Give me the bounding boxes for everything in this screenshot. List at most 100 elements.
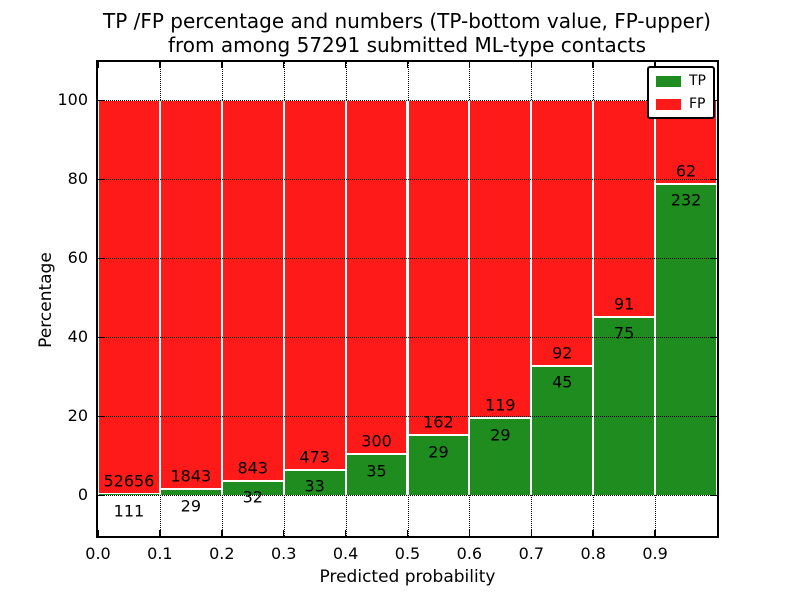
y-axis-label: Percentage	[36, 252, 56, 348]
x-tick-mark	[344, 530, 347, 536]
gridline-y	[98, 179, 717, 181]
bar-label-fp: 162	[423, 412, 454, 432]
bar-segment-fp	[593, 100, 656, 317]
x-tick-label: 0.1	[147, 544, 173, 563]
y-tick-mark	[98, 336, 104, 339]
legend: TP FP	[647, 66, 715, 119]
bar-label-fp: 91	[613, 294, 635, 314]
bar-label-fp: 92	[552, 343, 573, 363]
bar-label-tp: 32	[242, 487, 263, 507]
x-tick-mark	[221, 62, 223, 68]
y-tick-label: 60	[67, 248, 88, 268]
y-tick-mark	[98, 494, 104, 497]
x-tick-mark	[159, 530, 161, 536]
x-tick-label: 0.5	[394, 544, 421, 563]
x-tick-mark	[159, 62, 161, 68]
bar-segment-tp	[469, 417, 532, 496]
x-tick-label: 0.3	[270, 544, 297, 563]
y-tick-label: 20	[67, 406, 88, 426]
x-tick-mark	[221, 530, 223, 536]
x-tick-label: 0.0	[85, 544, 111, 563]
gridline-y	[98, 416, 717, 418]
x-tick-label: 0.9	[642, 544, 668, 563]
x-tick-label: 0.2	[209, 544, 235, 563]
plot-area: 52656 111 1843 29 843 32 473 33 300 35 162 29 119 29 9…	[57, 60, 719, 563]
bar-segment-fp	[98, 100, 160, 495]
bar-segment-tp	[593, 316, 656, 496]
x-tick-mark	[530, 62, 533, 68]
chart-title-line1: TP /FP percentage and numbers (TP-bottom…	[103, 9, 711, 33]
y-tick-label: 80	[67, 169, 88, 189]
bar-segment-fp	[345, 100, 408, 455]
x-tick-label: 0.6	[456, 544, 483, 563]
bar-segment-fp	[531, 100, 594, 366]
x-tick-mark	[530, 530, 533, 536]
bar-segment-fp	[283, 100, 346, 470]
bar-label-tp: 35	[366, 461, 387, 481]
bar-label-fp: 473	[299, 447, 330, 467]
x-axis-label: Predicted probability	[319, 567, 496, 587]
chart-title: TP /FP percentage and numbers (TP-bottom…	[60, 9, 754, 57]
y-tick-mark	[711, 178, 717, 181]
y-tick-label: 40	[67, 327, 88, 347]
x-tick-mark	[468, 530, 471, 536]
y-tick-mark	[711, 336, 717, 339]
x-tick-mark	[592, 530, 594, 536]
y-tick-label: 100	[57, 90, 88, 110]
bar-label-fp: 62	[675, 161, 697, 181]
gridline-y	[98, 100, 717, 102]
gridline-y	[98, 495, 717, 497]
bar-label-tp: 29	[490, 425, 511, 444]
bar-label-tp: 232	[670, 190, 702, 210]
bar-segment-tp	[407, 435, 470, 496]
bar-label-fp: 843	[237, 458, 269, 478]
x-tick-label: 0.7	[518, 544, 545, 563]
bar-segment-tp	[283, 469, 346, 496]
x-tick-mark	[592, 62, 594, 68]
y-tick-mark	[711, 415, 717, 418]
bar-label-tp: 111	[113, 501, 145, 521]
bar-label-tp: 29	[428, 442, 449, 462]
bar-segment-tp	[345, 454, 408, 496]
x-tick-mark	[654, 62, 656, 68]
legend-item-fp: FP	[656, 97, 706, 111]
x-tick-mark	[406, 530, 409, 536]
x-tick-mark	[97, 530, 99, 536]
y-tick-mark	[711, 494, 717, 497]
bar-segment-tp	[531, 365, 594, 496]
bar-segment-fp	[221, 100, 284, 481]
x-tick-mark	[282, 530, 285, 536]
legend-swatch-tp-icon	[656, 75, 681, 87]
bar-label-tp: 45	[552, 372, 573, 392]
y-tick-mark	[711, 257, 717, 260]
bar-segment-fp	[159, 100, 222, 490]
gridline-y	[98, 337, 717, 339]
bar-segment-tp	[221, 480, 284, 496]
x-tick-mark	[282, 62, 285, 68]
gridline-y	[98, 258, 717, 260]
legend-label-fp: FP	[689, 96, 706, 112]
x-tick-label: 0.8	[580, 544, 606, 563]
bar-segment-tp	[159, 489, 222, 496]
y-tick-label: 0	[77, 485, 88, 505]
x-tick-mark	[344, 62, 347, 68]
legend-swatch-fp-icon	[656, 98, 681, 110]
bar-label-fp: 119	[485, 395, 516, 415]
chart-title-line2: from among 57291 submitted ML-type conta…	[167, 33, 647, 57]
bar-segment-tp	[655, 183, 717, 496]
x-tick-label: 0.4	[332, 544, 359, 563]
bar-label-fp: 1843	[170, 466, 212, 486]
bar-label-tp: 33	[304, 476, 325, 496]
bar-label-tp: 29	[180, 496, 202, 516]
y-tick-mark	[98, 257, 104, 260]
y-tick-mark	[98, 178, 104, 181]
x-tick-mark	[654, 530, 656, 536]
bar-label-tp: 75	[613, 323, 635, 343]
x-tick-mark	[468, 62, 471, 68]
legend-label-tp: TP	[689, 73, 706, 89]
bar-label-fp: 52656	[103, 471, 155, 491]
x-tick-mark	[97, 62, 99, 68]
y-tick-mark	[98, 99, 104, 102]
y-tick-mark	[98, 415, 104, 418]
